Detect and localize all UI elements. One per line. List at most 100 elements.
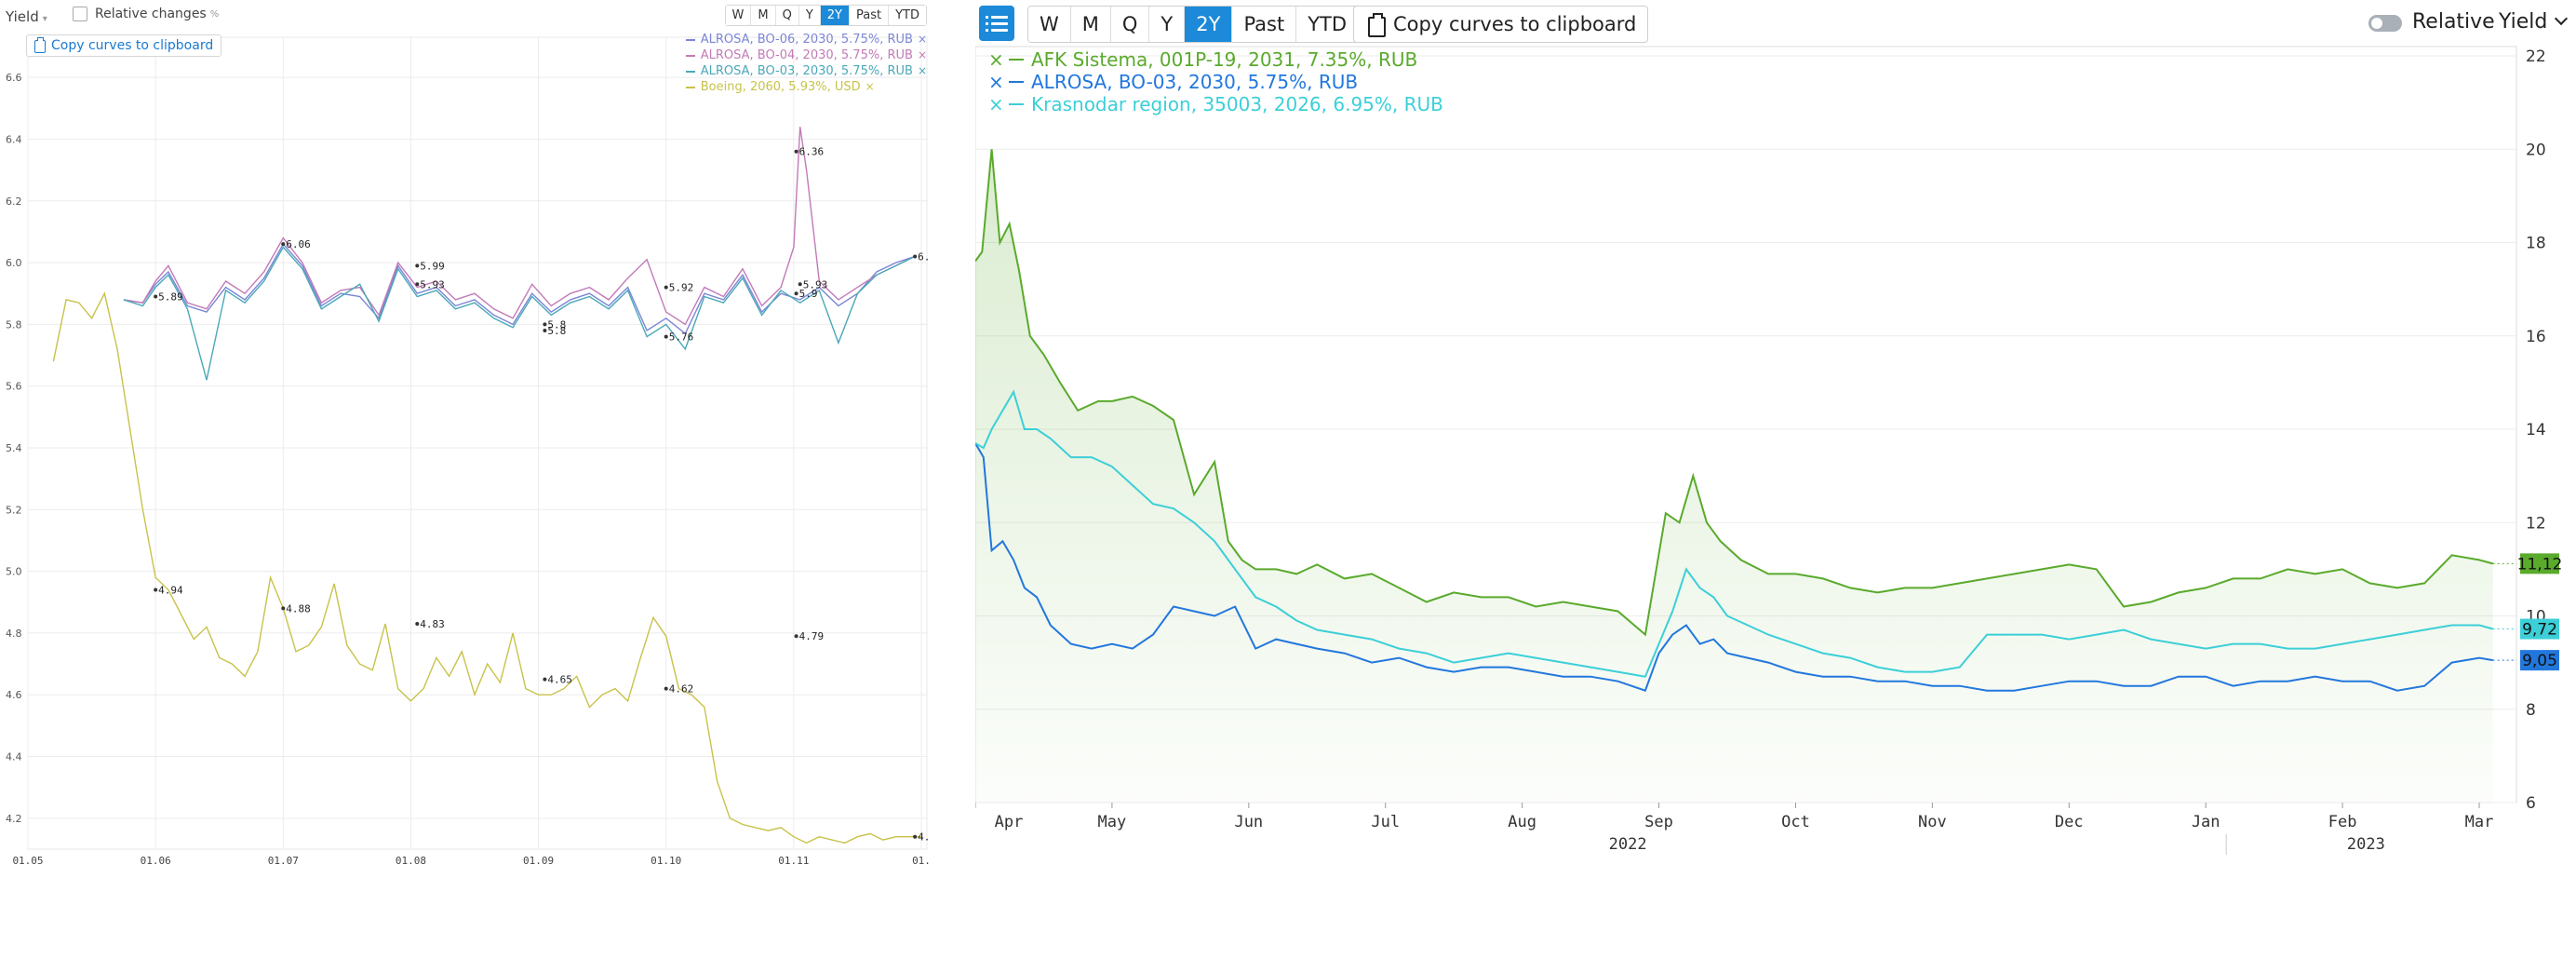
x-tick-label: Dec xyxy=(2055,813,2084,831)
y-tick-label: 22 xyxy=(2526,47,2546,66)
y-tick-label: 14 xyxy=(2526,421,2546,439)
left-legend-item[interactable]: ALROSA, BO-03, 2030, 5.75%, RUB × xyxy=(685,63,927,79)
data-label: 5.8 xyxy=(547,318,566,331)
right-period-m[interactable]: M xyxy=(1070,7,1111,42)
data-point-marker xyxy=(543,329,547,333)
x-tick-label: Jan xyxy=(2192,813,2220,831)
x-tick-label: 01.10 xyxy=(651,855,681,867)
left-period-2y[interactable]: 2Y xyxy=(820,6,850,25)
right-legend-label: ALROSA, BO-03, 2030, 5.75%, RUB xyxy=(1031,71,1359,93)
legend-swatch xyxy=(1009,103,1024,105)
close-icon[interactable]: × xyxy=(917,64,927,77)
left-period-selector: W M Q Y 2Y Past YTD xyxy=(724,5,927,26)
left-yield-dropdown[interactable]: Yield ▾ xyxy=(6,8,47,25)
series-line xyxy=(975,149,2493,637)
legend-swatch xyxy=(1009,81,1024,83)
left-period-y[interactable]: Y xyxy=(798,6,821,25)
series-line xyxy=(123,246,916,381)
data-label: 6.06 xyxy=(286,238,311,250)
left-relative-unit: % xyxy=(209,8,220,20)
legend-swatch xyxy=(685,38,695,41)
left-legend-item[interactable]: ALROSA, BO-04, 2030, 5.75%, RUB × xyxy=(685,47,927,63)
y-tick-label: 20 xyxy=(2526,141,2546,159)
x-tick-label: 01. xyxy=(912,855,931,867)
plot-frame xyxy=(27,36,928,850)
left-relative-label: Relative changes xyxy=(95,7,207,21)
left-copy-label: Copy curves to clipboard xyxy=(51,38,214,53)
right-legend-item[interactable]: × ALROSA, BO-03, 2030, 5.75%, RUB xyxy=(988,71,1443,93)
right-period-past[interactable]: Past xyxy=(1232,7,1297,42)
data-label: 4.62 xyxy=(669,683,694,696)
right-period-y[interactable]: Y xyxy=(1149,7,1186,42)
data-point-marker xyxy=(415,621,420,626)
data-label: 5.99 xyxy=(420,260,445,272)
y-tick-label: 6.0 xyxy=(6,257,22,269)
y-tick-label: 8 xyxy=(2526,701,2536,720)
year-label: 2023 xyxy=(2347,835,2385,854)
left-legend-item[interactable]: Boeing, 2060, 5.93%, USD × xyxy=(685,79,927,95)
right-legend-label: Krasnodar region, 35003, 2026, 6.95%, RU… xyxy=(1031,93,1443,115)
x-tick-label: 01.05 xyxy=(12,855,43,867)
y-tick-label: 6.2 xyxy=(6,196,22,208)
right-copy-label: Copy curves to clipboard xyxy=(1393,13,1637,35)
list-line-icon xyxy=(991,16,1008,19)
close-icon[interactable]: × xyxy=(988,93,1004,115)
right-legend-item[interactable]: × Krasnodar region, 35003, 2026, 6.95%, R… xyxy=(988,93,1443,115)
left-yield-label: Yield xyxy=(6,8,39,25)
x-tick-label: Sep xyxy=(1644,813,1673,831)
checkbox-icon xyxy=(73,7,87,21)
right-legend-label: AFK Sistema, 001P-19, 2031, 7.35%, RUB xyxy=(1031,48,1418,71)
data-label: 4.14 xyxy=(918,831,931,844)
left-period-ytd[interactable]: YTD xyxy=(889,6,926,25)
data-label: 4.94 xyxy=(158,585,183,597)
left-period-past[interactable]: Past xyxy=(850,6,890,25)
left-period-w[interactable]: W xyxy=(725,6,752,25)
right-period-2y[interactable]: 2Y xyxy=(1185,7,1233,42)
left-legend-label: ALROSA, BO-03, 2030, 5.75%, RUB xyxy=(700,64,913,78)
last-value-badge xyxy=(2520,553,2559,574)
last-value-label: 9,05 xyxy=(2522,652,2557,670)
y-tick-label: 6.4 xyxy=(6,133,22,145)
close-icon[interactable]: × xyxy=(988,48,1004,71)
data-point-marker xyxy=(543,322,547,327)
data-label: 5.9 xyxy=(799,288,818,300)
year-label: 2022 xyxy=(1609,835,1647,854)
data-point-marker xyxy=(281,242,286,247)
right-yield-label: Yield xyxy=(2499,10,2548,34)
right-legend-item[interactable]: × AFK Sistema, 001P-19, 2031, 7.35%, RUB xyxy=(988,48,1443,71)
close-icon[interactable]: × xyxy=(917,48,927,61)
data-point-marker xyxy=(543,677,547,682)
x-tick-label: 01.07 xyxy=(268,855,299,867)
right-yield-dropdown[interactable]: Yield xyxy=(2499,10,2569,34)
close-icon[interactable]: × xyxy=(988,71,1004,93)
y-tick-label: 5.4 xyxy=(6,442,22,454)
y-tick-label: 5.2 xyxy=(6,504,22,516)
last-value-label: 9,72 xyxy=(2522,621,2557,640)
left-period-m[interactable]: M xyxy=(751,6,776,25)
left-relative-checkbox[interactable]: Relative changes % xyxy=(73,7,219,21)
left-chart-panel: 6.6 6.4 6.2 6.0 5.8 5.6 5.4 5.2 5.0 4.8 4.6 4.4 4.2 0… xyxy=(0,0,931,875)
right-period-q[interactable]: Q xyxy=(1110,7,1150,42)
left-copy-curves-button[interactable]: Copy curves to clipboard xyxy=(26,34,222,57)
relative-toggle[interactable] xyxy=(2368,15,2402,32)
left-toolbar: Yield ▾ Relative changes % W M Q Y 2Y Past YTD xyxy=(0,0,931,32)
last-value-label: 11,12 xyxy=(2517,555,2563,574)
close-icon[interactable]: × xyxy=(865,80,875,93)
clipboard-icon xyxy=(34,37,46,53)
menu-button[interactable] xyxy=(979,6,1014,41)
right-period-w[interactable]: W xyxy=(1028,7,1071,42)
right-copy-curves-button[interactable]: Copy curves to clipboard xyxy=(1353,6,1649,43)
series-area xyxy=(975,149,2493,804)
clipboard-icon xyxy=(1368,13,1386,37)
last-value-badge xyxy=(2520,650,2559,671)
close-icon[interactable]: × xyxy=(917,33,927,46)
left-period-q[interactable]: Q xyxy=(775,6,799,25)
list-line-icon xyxy=(991,29,1008,32)
right-period-ytd[interactable]: YTD xyxy=(1296,7,1359,42)
left-legend-item[interactable]: ALROSA, BO-06, 2030, 5.75%, RUB × xyxy=(685,32,927,47)
left-legend-label: ALROSA, BO-04, 2030, 5.75%, RUB xyxy=(700,48,913,62)
data-label: 4.79 xyxy=(799,630,825,642)
x-tick-label: Jun xyxy=(1234,813,1263,831)
x-tick-label: Apr xyxy=(995,813,1024,831)
data-label: 5.89 xyxy=(158,291,183,304)
